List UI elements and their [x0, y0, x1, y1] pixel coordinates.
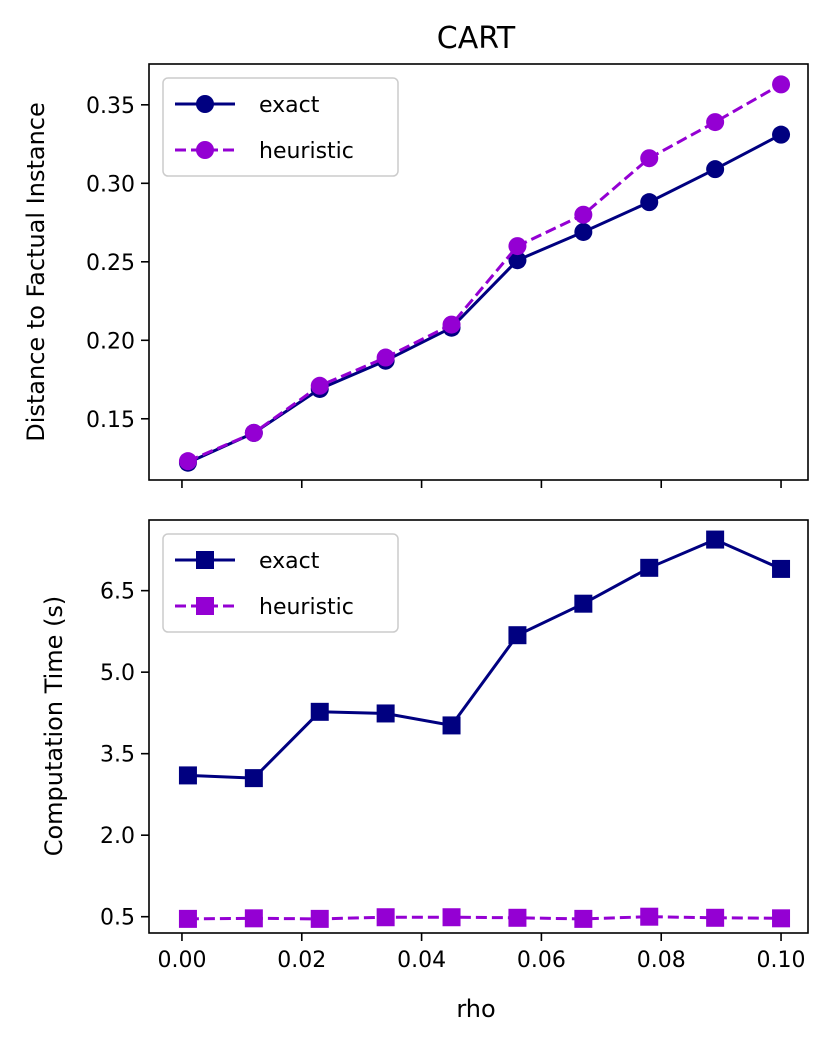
top-plot-area: 0.15 0.20 0.25 0.30 0.35 exact heuristic [86, 63, 809, 488]
bottom-point-heuristic [178, 909, 197, 928]
bottom-point-heuristic [244, 909, 263, 928]
top-y-tick-label: 0.25 [86, 251, 135, 276]
top-point-heuristic [178, 452, 197, 471]
bottom-point-heuristic [772, 909, 791, 928]
top-point-heuristic [706, 113, 725, 132]
bottom-y-tick-label: 5.0 [100, 661, 135, 686]
bottom-legend-marker-heuristic [196, 597, 214, 615]
bottom-y-tick-label: 6.5 [100, 580, 135, 605]
bottom-point-exact [574, 594, 593, 613]
bottom-point-exact [376, 704, 395, 723]
bottom-point-heuristic [706, 908, 725, 927]
top-point-exact [640, 193, 659, 212]
top-series-line-exact [187, 133, 782, 465]
bottom-point-heuristic [310, 909, 329, 928]
bottom-point-exact [772, 559, 791, 578]
top-point-heuristic [310, 376, 329, 395]
bottom-x-tick-label: 0.10 [757, 948, 806, 973]
top-point-heuristic [508, 237, 527, 256]
top-axes-frame [148, 63, 809, 481]
top-y-tick-label: 0.30 [86, 172, 135, 197]
bottom-series-line-heuristic [187, 915, 782, 921]
top-point-heuristic [772, 75, 791, 94]
top-y-tick-label: 0.20 [86, 329, 135, 354]
top-point-exact [772, 125, 791, 144]
bottom-legend-label-heuristic: heuristic [259, 595, 354, 620]
bottom-point-exact [508, 626, 527, 645]
bottom-point-heuristic [508, 908, 527, 927]
top-point-heuristic [640, 149, 659, 168]
bottom-x-tick-label: 0.00 [157, 948, 206, 973]
bottom-legend-marker-exact [196, 551, 214, 569]
top-point-exact [706, 160, 725, 179]
top-y-axis-label: Distance to Factual Instance [22, 102, 50, 442]
top-legend-marker-exact [196, 95, 214, 113]
bottom-point-heuristic [376, 908, 395, 927]
bottom-x-tick-label: 0.06 [517, 948, 566, 973]
bottom-series-line-exact [187, 537, 782, 780]
bottom-y-tick-label: 0.5 [100, 906, 135, 931]
top-legend-label-exact: exact [259, 93, 320, 118]
top-point-exact [574, 222, 593, 241]
bottom-point-exact [310, 702, 329, 721]
bottom-point-exact [640, 558, 659, 577]
bottom-point-heuristic [574, 909, 593, 928]
x-axis-label: rho [456, 995, 495, 1023]
bottom-axes-frame [148, 519, 809, 934]
bottom-point-exact [442, 716, 461, 735]
bottom-y-tick-label: 2.0 [100, 824, 135, 849]
bottom-point-exact [706, 530, 725, 549]
top-legend-marker-heuristic [196, 141, 214, 159]
top-point-exact [508, 251, 527, 270]
bottom-x-tick-label: 0.02 [277, 948, 326, 973]
bottom-plot-area: 0.00 0.02 0.04 0.06 0.08 0.10 0.5 2.0 3.5 5.0 6.5 e… [100, 519, 809, 973]
top-point-heuristic [574, 205, 593, 224]
top-point-heuristic [376, 348, 395, 367]
bottom-x-tick-label: 0.04 [397, 948, 446, 973]
top-series-line-heuristic [187, 83, 782, 463]
bottom-x-tick-label: 0.08 [637, 948, 686, 973]
chart-title: CART [437, 21, 516, 56]
bottom-point-exact [244, 769, 263, 788]
bottom-legend-label-exact: exact [259, 549, 320, 574]
top-y-tick-label: 0.35 [86, 94, 135, 119]
top-legend-label-heuristic: heuristic [259, 139, 354, 164]
top-point-heuristic [442, 315, 461, 334]
bottom-y-axis-label: Computation Time (s) [40, 596, 68, 857]
bottom-point-exact [178, 766, 197, 785]
top-point-heuristic [244, 423, 263, 442]
bottom-point-heuristic [442, 908, 461, 927]
bottom-point-heuristic [640, 907, 659, 926]
bottom-y-tick-label: 3.5 [100, 743, 135, 768]
top-y-tick-label: 0.15 [86, 408, 135, 433]
